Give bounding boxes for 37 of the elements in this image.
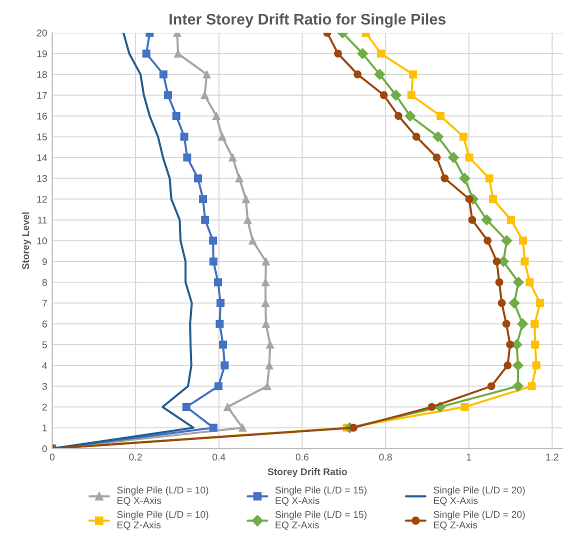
x-axis-title: Storey Drift Ratio — [268, 468, 347, 478]
y-tick-label: 12 — [37, 196, 47, 203]
y-tick-label: 7 — [42, 300, 47, 307]
y-tick-label: 9 — [42, 258, 47, 266]
y-tick-label: 2 — [42, 404, 47, 410]
y-tick-label: 13 — [37, 175, 47, 182]
y-tick-label: 11 — [38, 216, 47, 224]
y-tick-label: 0 — [42, 445, 47, 452]
y-axis-title: Storey Level — [22, 212, 31, 270]
x-tick-label: 0.6 — [296, 454, 309, 461]
legend-label: Single Pile (L/D = 10) EQ X-Axis — [117, 486, 208, 506]
y-tick-label: 15 — [37, 134, 47, 140]
y-tick-label: 3 — [42, 382, 47, 390]
legend-label: Single Pile (L/D = 10) EQ Z-Axis — [117, 510, 208, 530]
x-tick-label: 0.4 — [212, 454, 226, 461]
y-tick-label: 1 — [42, 424, 47, 432]
y-tick-label: 4 — [42, 362, 48, 369]
y-tick-label: 16 — [37, 112, 47, 120]
y-tick-label: 10 — [37, 237, 47, 244]
y-tick-label: 8 — [42, 278, 47, 286]
legend-label: Single Pile (L/D = 15) EQ Z-Axis — [275, 510, 366, 530]
x-tick-label: 1 — [466, 454, 472, 460]
y-tick-label: 18 — [37, 71, 47, 78]
y-tick-label: 14 — [37, 154, 48, 162]
y-tick-label: 17 — [37, 92, 47, 99]
y-tick-label: 20 — [37, 30, 47, 36]
x-tick-label: 0 — [50, 454, 55, 461]
x-tick-label: 0.8 — [379, 454, 392, 461]
legend-label: Single Pile (L/D = 15) EQ X-Axis — [275, 486, 366, 506]
x-tick-label: 1.2 — [546, 454, 558, 460]
legend-label: Single Pile (L/D = 20) EQ X-Axis — [434, 486, 525, 506]
y-tick-label: 19 — [37, 50, 47, 58]
legend-label: Single Pile (L/D = 20) EQ Z-Axis — [434, 510, 525, 530]
x-tick-label: 0.2 — [129, 454, 142, 461]
y-tick-label: 5 — [42, 341, 47, 348]
y-tick-label: 6 — [42, 320, 47, 328]
chart-title: Inter Storey Drift Ratio for Single Piles — [170, 13, 446, 28]
